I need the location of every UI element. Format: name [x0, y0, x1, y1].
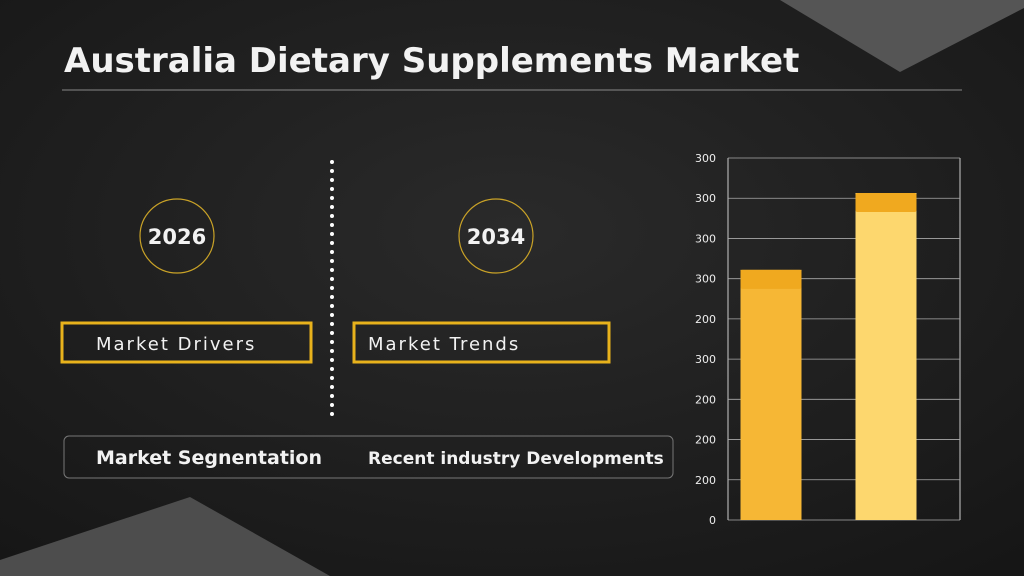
y-tick-label: 300 [695, 273, 716, 286]
y-tick-label: 0 [709, 514, 716, 527]
y-tick-label: 200 [695, 313, 716, 326]
footer-topic: Market Segnentation [96, 447, 322, 469]
year: 2034 [467, 225, 525, 249]
topic-box [352, 321, 611, 364]
topic-box [60, 321, 313, 364]
footer-topic: Recent industry Developments [368, 449, 664, 469]
footer-box [63, 435, 674, 479]
y-tick-label: 300 [695, 152, 716, 165]
topic: Market Trends [368, 334, 520, 355]
bar [740, 269, 802, 520]
y-tick-label: 300 [695, 232, 716, 245]
y-tick-label: 300 [695, 353, 716, 366]
corner-texture [0, 497, 330, 576]
topic: Market Drivers [96, 334, 256, 355]
corner-texture [780, 0, 1024, 72]
y-tick-label: 200 [695, 434, 716, 447]
y-tick-label: 300 [695, 192, 716, 205]
bar-cap [855, 192, 917, 212]
year-circle [458, 198, 534, 274]
year: 2026 [148, 225, 206, 249]
bar [855, 192, 917, 520]
y-tick-label: 200 [695, 393, 716, 406]
year-circle [139, 198, 215, 274]
title: Australia Dietary Supplements Market [64, 41, 799, 81]
bar-cap [740, 269, 802, 289]
y-tick-label: 200 [695, 474, 716, 487]
